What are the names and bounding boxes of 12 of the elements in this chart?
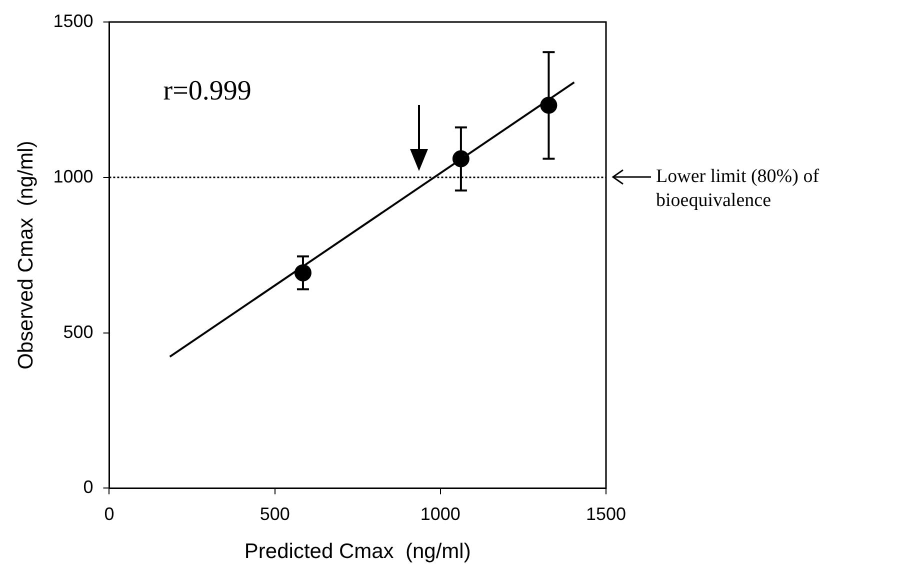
x-tick-label: 1000 bbox=[420, 504, 460, 524]
y-tick-label: 0 bbox=[83, 477, 94, 498]
y-tick-label: 1000 bbox=[53, 166, 94, 186]
x-axis-title: Predicted Cmax (ng/ml) bbox=[244, 540, 471, 564]
annotation: r=0.999 bbox=[163, 75, 252, 106]
y-axis-title: Observed Cmax (ng/ml) bbox=[14, 140, 38, 370]
ref-line-label: Lower limit (80%) of bioequivalence bbox=[656, 165, 820, 214]
x-tick-label: 1500 bbox=[586, 504, 626, 524]
y-tick-label: 1500 bbox=[53, 10, 94, 31]
x-tick-label: 500 bbox=[260, 504, 290, 524]
y-tick-label: 500 bbox=[63, 322, 94, 342]
x-tick-label: 0 bbox=[104, 504, 114, 524]
